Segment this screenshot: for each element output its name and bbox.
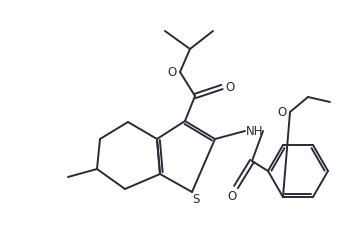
Text: O: O: [167, 66, 177, 79]
Text: O: O: [227, 190, 237, 203]
Text: O: O: [277, 106, 287, 119]
Text: NH: NH: [246, 125, 264, 138]
Text: S: S: [192, 193, 200, 206]
Text: O: O: [225, 81, 235, 94]
